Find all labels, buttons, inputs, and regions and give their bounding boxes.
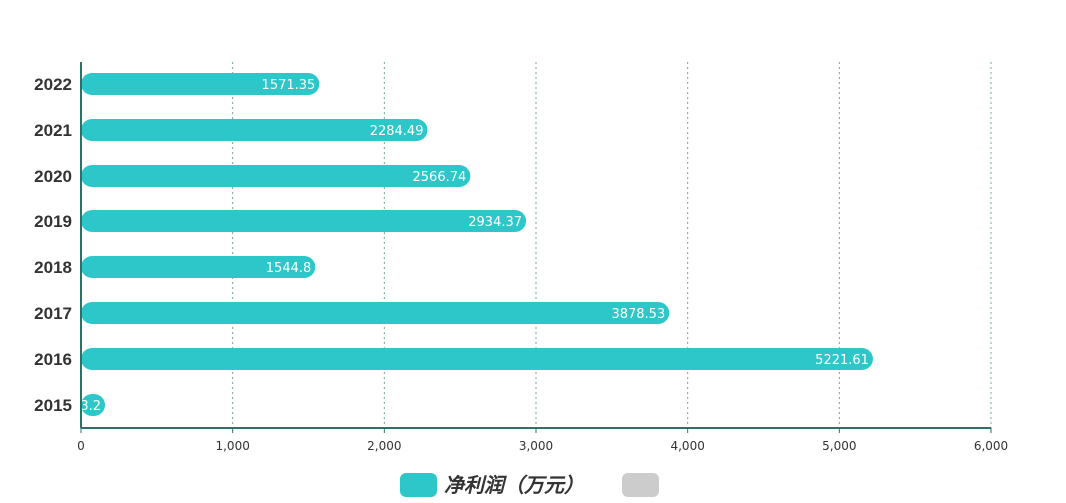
bar-2017[interactable] <box>81 302 670 324</box>
bar-2015[interactable] <box>81 394 105 416</box>
x-tick-label: 6,000 <box>974 439 1008 453</box>
data-label-2020: 2566.74 <box>413 170 467 185</box>
legend-label-net-profit[interactable]: 净利润（万元） <box>444 473 584 497</box>
bar-2020[interactable] <box>81 165 471 187</box>
y-tick-label: 2016 <box>34 350 72 369</box>
x-tick-label: 2,000 <box>367 439 401 453</box>
y-tick-label: 2017 <box>34 304 72 323</box>
y-tick-label: 2018 <box>34 258 72 277</box>
legend-swatch-empty[interactable] <box>622 473 659 497</box>
data-label-2016: 5221.61 <box>815 353 869 368</box>
y-tick-label: 2020 <box>34 167 72 186</box>
x-tick-label: 3,000 <box>519 439 553 453</box>
data-label-2019: 2934.37 <box>468 215 522 230</box>
bar-2016[interactable] <box>81 348 873 370</box>
y-tick-label: 2022 <box>34 75 72 94</box>
x-tick-label: 5,000 <box>822 439 856 453</box>
y-tick-label: 2015 <box>34 396 72 415</box>
y-tick-label: 2021 <box>34 121 72 140</box>
data-label-2018: 1544.8 <box>266 261 312 276</box>
bars: 1571.35 2284.49 2566.74 2934.37 1544.8 3878.5… <box>80 73 873 416</box>
x-tick-label: 1,000 <box>215 439 249 453</box>
bar-2021[interactable] <box>81 119 428 141</box>
bar-2022[interactable] <box>81 73 320 95</box>
data-label-2021: 2284.49 <box>370 124 424 139</box>
y-tick-label: 2019 <box>34 212 72 231</box>
bar-2019[interactable] <box>81 210 527 232</box>
data-label-2017: 3878.53 <box>611 307 665 322</box>
data-label-2022: 1571.35 <box>262 78 316 93</box>
axes: 0 1,000 2,000 3,000 4,000 5,000 6,000 2022 2021 2… <box>34 62 1008 453</box>
data-label-2015: 3.2 <box>80 399 101 414</box>
grid-lines <box>232 62 992 428</box>
legend[interactable]: 净利润（万元） <box>400 473 659 497</box>
x-tick-label: 4,000 <box>670 439 704 453</box>
bar-2018[interactable] <box>81 256 316 278</box>
legend-swatch-net-profit[interactable] <box>400 473 437 497</box>
x-tick-label: 0 <box>77 439 85 453</box>
